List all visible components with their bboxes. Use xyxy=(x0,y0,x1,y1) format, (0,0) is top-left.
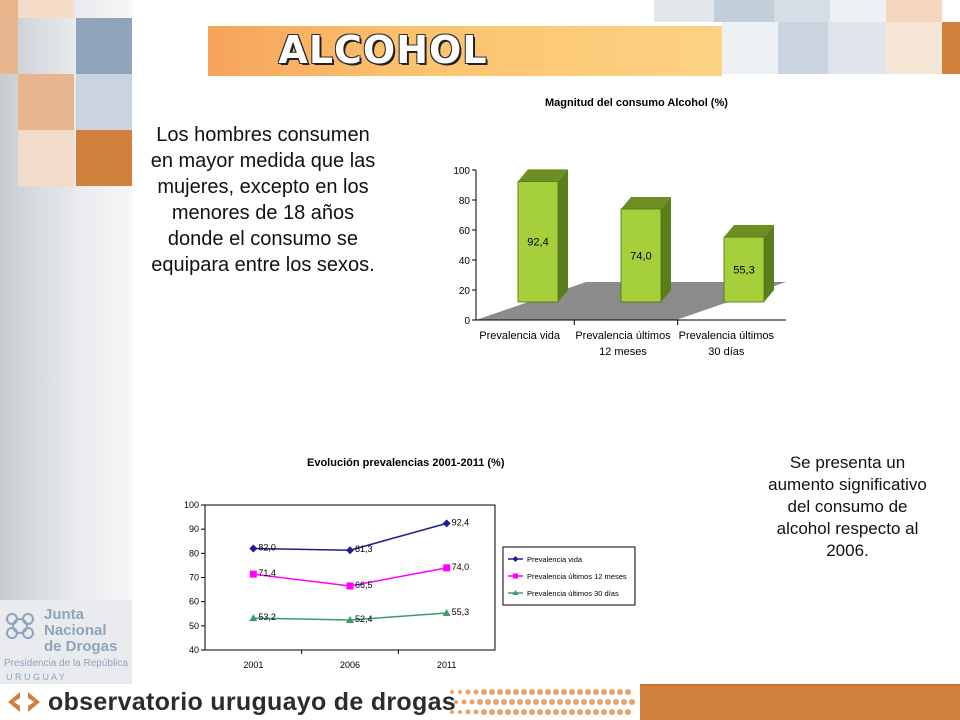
bar-side xyxy=(661,197,671,302)
y-tick-label: 60 xyxy=(189,597,199,607)
decor-square xyxy=(722,22,778,74)
bar-top xyxy=(621,197,671,209)
right-description: Se presenta un aumento significativo del… xyxy=(768,453,927,560)
data-point xyxy=(442,519,451,528)
logo-line-3: de Drogas xyxy=(44,638,117,655)
data-label: 81,3 xyxy=(355,544,373,554)
slide-title: ALCOHOL xyxy=(278,28,488,72)
data-label: 52,4 xyxy=(355,614,373,624)
x-tick-label: Prevalencia últimos xyxy=(575,330,671,342)
dotted-pattern-decor xyxy=(450,689,635,715)
bar-chart: 0 20 40 60 80 100 92,4 74,0 55,3 Prevalencia vida… xyxy=(453,166,786,358)
logo-line-1: Junta xyxy=(44,606,85,623)
x-tick-label: Prevalencia últimos xyxy=(679,330,775,342)
legend-marker xyxy=(512,556,519,562)
decor-square xyxy=(886,22,942,74)
junta-nacional-logo: Junta Nacional de Drogas Presidencia de … xyxy=(0,600,132,688)
decor-square xyxy=(18,0,74,18)
flower-icon xyxy=(6,613,34,639)
footer-bar xyxy=(0,684,960,720)
bar-side xyxy=(558,169,568,302)
x-tick-label: 30 días xyxy=(708,346,745,358)
data-point xyxy=(346,582,354,590)
title-banner xyxy=(208,26,722,76)
decor-square xyxy=(714,0,774,22)
decor-square xyxy=(18,74,74,130)
x-tick-label: 2001 xyxy=(243,660,263,670)
bar-value-label: 55,3 xyxy=(733,265,754,277)
bar-value-label: 92,4 xyxy=(527,237,548,249)
data-point xyxy=(346,616,354,624)
x-tick-label: 12 meses xyxy=(599,346,647,358)
footer-brand-name: observatorio uruguayo de drogas xyxy=(48,688,456,716)
decor-square xyxy=(886,0,942,22)
bar-top xyxy=(724,225,774,238)
bar-value-label: 74,0 xyxy=(630,251,651,263)
decor-square xyxy=(942,22,960,74)
data-point xyxy=(443,564,451,572)
decor-square xyxy=(76,130,132,186)
legend-label: Prevalencia últimos 12 meses xyxy=(527,572,627,581)
y-tick-label: 80 xyxy=(189,548,199,558)
decor-square xyxy=(0,18,18,74)
data-label: 53,2 xyxy=(258,612,276,622)
data-label: 92,4 xyxy=(452,517,470,527)
y-tick-label: 50 xyxy=(189,621,199,631)
logo-line-2: Nacional xyxy=(44,622,107,639)
decor-square xyxy=(774,0,830,22)
legend-label: Prevalencia últimos 30 días xyxy=(527,589,619,598)
decor-square xyxy=(778,22,828,74)
y-tick-label: 0 xyxy=(464,316,470,327)
legend-box xyxy=(502,546,636,606)
legend-label: Prevalencia vida xyxy=(527,555,583,564)
data-point xyxy=(249,544,258,553)
x-tick-label: 2006 xyxy=(340,660,360,670)
decor-square xyxy=(654,0,714,22)
data-point xyxy=(249,570,257,578)
decor-square xyxy=(0,0,18,18)
y-tick-label: 40 xyxy=(459,256,471,267)
data-point xyxy=(442,609,451,617)
legend-marker xyxy=(513,573,518,579)
bar-chart-title: Magnitud del consumo Alcohol (%) xyxy=(545,97,728,109)
decor-square xyxy=(828,22,886,74)
legend-marker xyxy=(512,590,519,595)
line-chart: 40 50 60 70 80 90 100 2001 2006 2011 82,0 81,3 92,4 7… xyxy=(184,500,636,670)
decor-square xyxy=(76,74,132,130)
data-label: 82,0 xyxy=(258,543,276,553)
decor-square xyxy=(830,0,886,22)
y-tick-label: 60 xyxy=(459,226,471,237)
line-chart-title: Evolución prevalencias 2001-2011 (%) xyxy=(307,457,505,469)
y-tick-label: 90 xyxy=(189,524,199,534)
x-tick-label: Prevalencia vida xyxy=(479,330,561,342)
y-tick-label: 70 xyxy=(189,573,199,583)
data-label: 74,0 xyxy=(452,562,470,572)
bar-top xyxy=(518,169,568,182)
bar-side xyxy=(764,225,774,302)
y-tick-label: 100 xyxy=(184,500,199,510)
data-label: 55,3 xyxy=(452,607,470,617)
decor-square xyxy=(76,18,132,74)
y-tick-label: 100 xyxy=(453,166,470,177)
logo-line-4: Presidencia de la República xyxy=(4,658,128,669)
y-tick-label: 40 xyxy=(189,645,199,655)
bar xyxy=(723,236,765,303)
brand-mark-icon xyxy=(8,692,40,712)
decor-square xyxy=(18,130,74,186)
logo-line-5: U R U G U A Y xyxy=(6,672,65,682)
bar xyxy=(620,208,662,303)
data-point xyxy=(249,614,258,622)
data-label: 66,5 xyxy=(355,580,373,590)
x-tick-label: 2011 xyxy=(437,660,456,670)
data-point xyxy=(346,546,354,555)
y-tick-label: 80 xyxy=(459,196,471,207)
left-description: Los hombres consumen en mayor medida que… xyxy=(150,124,376,276)
y-tick-label: 20 xyxy=(459,286,471,297)
bar xyxy=(517,180,559,303)
data-label: 71,4 xyxy=(258,568,276,578)
